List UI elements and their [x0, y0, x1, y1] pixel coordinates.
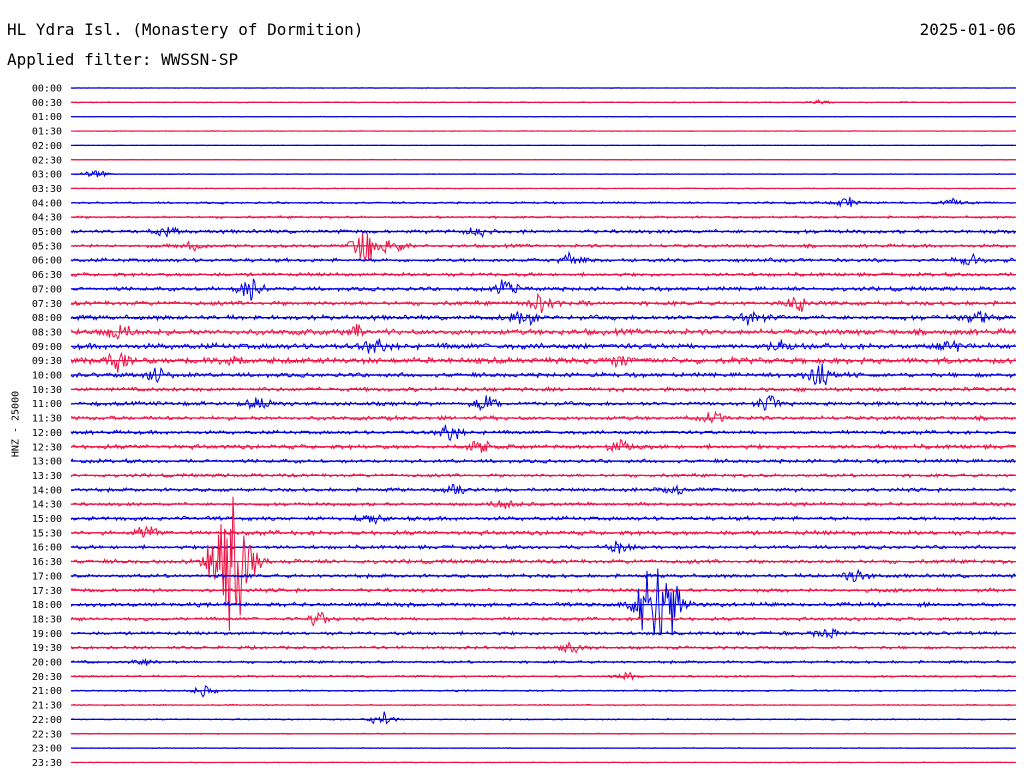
- time-tick-label: 22:30: [32, 729, 62, 740]
- time-tick-label: 14:00: [32, 485, 62, 496]
- time-tick-label: 00:00: [32, 84, 62, 95]
- trace-line: [70, 410, 1016, 424]
- time-tick-label: 13:30: [32, 471, 62, 482]
- time-tick-label: 17:30: [32, 586, 62, 597]
- station-title: HL Ydra Isl. (Monastery of Dormition): [7, 20, 364, 39]
- time-tick-label: 09:00: [32, 342, 62, 353]
- time-tick-label: 13:00: [32, 457, 62, 468]
- time-tick-label: 03:00: [32, 170, 62, 181]
- time-tick-label: 12:00: [32, 428, 62, 439]
- trace-line: [70, 711, 1016, 725]
- time-tick-label: 10:00: [32, 371, 62, 382]
- time-tick-label: 02:00: [32, 141, 62, 152]
- time-tick-label: 16:30: [32, 557, 62, 568]
- time-tick-label: 04:30: [32, 213, 62, 224]
- time-tick-label: 04:00: [32, 198, 62, 209]
- time-tick-label: 19:30: [32, 643, 62, 654]
- time-tick-label: 17:00: [32, 571, 62, 582]
- trace-line: [70, 685, 1016, 698]
- time-tick-label: 22:00: [32, 715, 62, 726]
- time-tick-label: 21:00: [32, 686, 62, 697]
- time-tick-label: 01:00: [32, 112, 62, 123]
- time-tick-label: 19:00: [32, 629, 62, 640]
- time-tick-label: 16:00: [32, 543, 62, 554]
- time-tick-label: 20:30: [32, 672, 62, 683]
- trace-line: [70, 250, 1016, 266]
- time-tick-label: 07:30: [32, 299, 62, 310]
- filter-label: Applied filter: WWSSN-SP: [7, 50, 239, 69]
- time-tick-label: 08:30: [32, 327, 62, 338]
- time-tick-label: 06:30: [32, 270, 62, 281]
- trace-line: [70, 197, 1016, 208]
- trace-line: [70, 363, 1016, 386]
- time-tick-label: 07:00: [32, 284, 62, 295]
- trace-line: [70, 278, 1016, 301]
- time-tick-label: 14:30: [32, 500, 62, 511]
- time-tick-label: 12:30: [32, 442, 62, 453]
- time-tick-label: 21:30: [32, 701, 62, 712]
- time-tick-label: 09:30: [32, 356, 62, 367]
- time-tick-label: 18:00: [32, 600, 62, 611]
- time-tick-label: 01:30: [32, 127, 62, 138]
- time-tick-label: 05:30: [32, 241, 62, 252]
- time-tick-label: 15:30: [32, 528, 62, 539]
- time-tick-label: 10:30: [32, 385, 62, 396]
- trace-line: [71, 394, 1016, 412]
- trace-line: [70, 351, 1016, 373]
- date-label: 2025-01-06: [919, 20, 1016, 39]
- trace-line: [70, 657, 1016, 666]
- time-tick-label: 23:30: [32, 758, 62, 769]
- trace-line: [70, 514, 1016, 525]
- time-tick-label: 02:30: [32, 155, 62, 166]
- time-tick-label: 11:30: [32, 414, 62, 425]
- time-tick-label: 00:30: [32, 98, 62, 109]
- trace-line: [70, 525, 1016, 539]
- time-tick-label: 05:00: [32, 227, 62, 238]
- time-tick-label: 23:00: [32, 744, 62, 755]
- time-tick-label: 08:00: [32, 313, 62, 324]
- trace-line: [71, 499, 1016, 510]
- time-tick-label: 03:30: [32, 184, 62, 195]
- time-tick-label: 06:00: [32, 256, 62, 267]
- time-tick-label: 15:00: [32, 514, 62, 525]
- time-tick-label: 18:30: [32, 614, 62, 625]
- time-tick-label: 11:00: [32, 399, 62, 410]
- time-tick-label: 20:00: [32, 658, 62, 669]
- trace-line: [70, 496, 1016, 631]
- trace-line: [70, 309, 1016, 327]
